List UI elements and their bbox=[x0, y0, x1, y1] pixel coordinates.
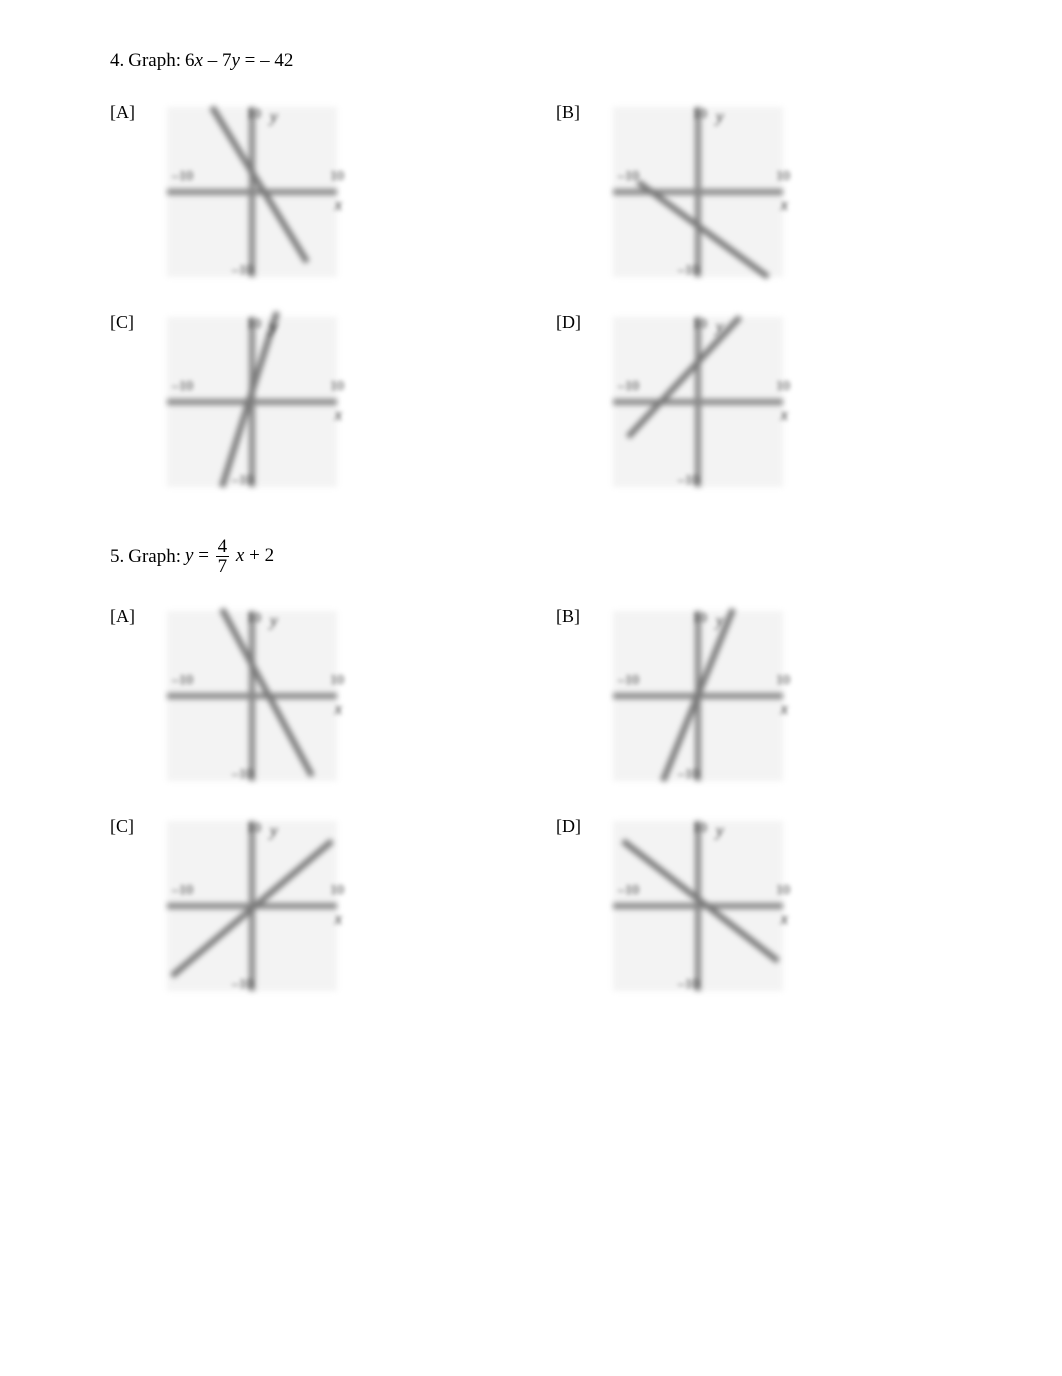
axis-label-y-bottom: –10 bbox=[232, 263, 253, 279]
option-item: [A] 10 y –10 10 x –10 bbox=[110, 601, 506, 791]
option-label: [C] bbox=[110, 816, 140, 837]
axis-label-x-var: x bbox=[780, 195, 788, 215]
question-block: 4. Graph: 6x – 7y = – 42 [A] 10 y –10 10… bbox=[110, 50, 952, 497]
axis-label-y-top: 10 bbox=[693, 821, 707, 837]
axis-label-y-var: y bbox=[716, 107, 724, 127]
axis-label-y-bottom: –10 bbox=[232, 767, 253, 783]
axis-label-y-bottom: –10 bbox=[678, 473, 699, 489]
option-label: [A] bbox=[110, 606, 140, 627]
axis-label-y-var: y bbox=[716, 611, 724, 631]
axis-label-x-var: x bbox=[334, 909, 342, 929]
axis-label-x-left: –10 bbox=[172, 883, 193, 899]
axis-label-x-right: 10 bbox=[330, 379, 344, 395]
axis-label-y-bottom: –10 bbox=[678, 977, 699, 993]
option-label: [A] bbox=[110, 102, 140, 123]
axis-label-y-var: y bbox=[716, 821, 724, 841]
axis-label-y-top: 10 bbox=[247, 821, 261, 837]
graph-box: 10 y –10 10 x –10 bbox=[152, 811, 352, 1001]
question-prompt: Graph: bbox=[128, 546, 181, 568]
axis-label-x-right: 10 bbox=[330, 673, 344, 689]
question-text: 4. Graph: 6x – 7y = – 42 bbox=[110, 50, 952, 72]
axis-label-y-var: y bbox=[270, 611, 278, 631]
question-number: 4. bbox=[110, 50, 124, 72]
question-block: 5. Graph: y = 47 x + 2 [A] 10 y –10 10 x… bbox=[110, 537, 952, 1001]
option-item: [D] 10 y –10 10 x –10 bbox=[556, 811, 952, 1001]
axis-label-y-bottom: –10 bbox=[678, 263, 699, 279]
graph-box: 10 y –10 10 x –10 bbox=[152, 307, 352, 497]
option-item: [B] 10 y –10 10 x –10 bbox=[556, 601, 952, 791]
option-item: [C] 10 y –10 10 x –10 bbox=[110, 307, 506, 497]
axis-label-x-right: 10 bbox=[776, 673, 790, 689]
question-number: 5. bbox=[110, 546, 124, 568]
graph-box: 10 y –10 10 x –10 bbox=[598, 307, 798, 497]
axis-label-x-var: x bbox=[334, 195, 342, 215]
axis-label-y-var: y bbox=[270, 107, 278, 127]
axis-label-y-bottom: –10 bbox=[232, 473, 253, 489]
axis-label-y-top: 10 bbox=[693, 611, 707, 627]
graph-box: 10 y –10 10 x –10 bbox=[152, 601, 352, 791]
axis-label-y-top: 10 bbox=[247, 611, 261, 627]
axis-label-y-var: y bbox=[716, 317, 724, 337]
axis-label-x-var: x bbox=[780, 909, 788, 929]
axis-label-x-left: –10 bbox=[172, 169, 193, 185]
axis-label-x-var: x bbox=[780, 405, 788, 425]
question-prompt: Graph: bbox=[128, 50, 181, 72]
option-label: [B] bbox=[556, 606, 586, 627]
graph-box: 10 y –10 10 x –10 bbox=[598, 601, 798, 791]
option-label: [B] bbox=[556, 102, 586, 123]
axis-label-x-right: 10 bbox=[776, 883, 790, 899]
option-label: [C] bbox=[110, 312, 140, 333]
axis-label-y-top: 10 bbox=[247, 317, 261, 333]
axis-label-x-var: x bbox=[780, 699, 788, 719]
axis-label-y-bottom: –10 bbox=[232, 977, 253, 993]
question-text: 5. Graph: y = 47 x + 2 bbox=[110, 537, 952, 576]
axis-label-x-right: 10 bbox=[776, 169, 790, 185]
option-item: [B] 10 y –10 10 x –10 bbox=[556, 97, 952, 287]
axis-label-x-right: 10 bbox=[330, 169, 344, 185]
axis-label-x-right: 10 bbox=[776, 379, 790, 395]
option-item: [C] 10 y –10 10 x –10 bbox=[110, 811, 506, 1001]
question-equation: y = 47 x + 2 bbox=[185, 537, 274, 576]
axis-label-y-top: 10 bbox=[247, 107, 261, 123]
axis-label-y-top: 10 bbox=[693, 107, 707, 123]
axis-label-x-var: x bbox=[334, 699, 342, 719]
axis-label-x-left: –10 bbox=[618, 883, 639, 899]
axis-label-x-left: –10 bbox=[618, 169, 639, 185]
axis-label-y-bottom: –10 bbox=[678, 767, 699, 783]
graph-box: 10 y –10 10 x –10 bbox=[152, 97, 352, 287]
axis-label-x-var: x bbox=[334, 405, 342, 425]
axis-label-x-left: –10 bbox=[618, 673, 639, 689]
option-item: [A] 10 y –10 10 x –10 bbox=[110, 97, 506, 287]
graph-box: 10 y –10 10 x –10 bbox=[598, 811, 798, 1001]
option-label: [D] bbox=[556, 312, 586, 333]
option-item: [D] 10 y –10 10 x –10 bbox=[556, 307, 952, 497]
option-label: [D] bbox=[556, 816, 586, 837]
axis-label-x-left: –10 bbox=[172, 673, 193, 689]
axis-label-x-left: –10 bbox=[172, 379, 193, 395]
axis-label-y-var: y bbox=[270, 317, 278, 337]
axis-label-x-left: –10 bbox=[618, 379, 639, 395]
question-equation: 6x – 7y = – 42 bbox=[185, 50, 293, 72]
axis-label-x-right: 10 bbox=[330, 883, 344, 899]
axis-label-y-var: y bbox=[270, 821, 278, 841]
axis-label-y-top: 10 bbox=[693, 317, 707, 333]
options-grid: [A] 10 y –10 10 x –10 [B] bbox=[110, 601, 952, 1001]
options-grid: [A] 10 y –10 10 x –10 [B] bbox=[110, 97, 952, 497]
graph-box: 10 y –10 10 x –10 bbox=[598, 97, 798, 287]
